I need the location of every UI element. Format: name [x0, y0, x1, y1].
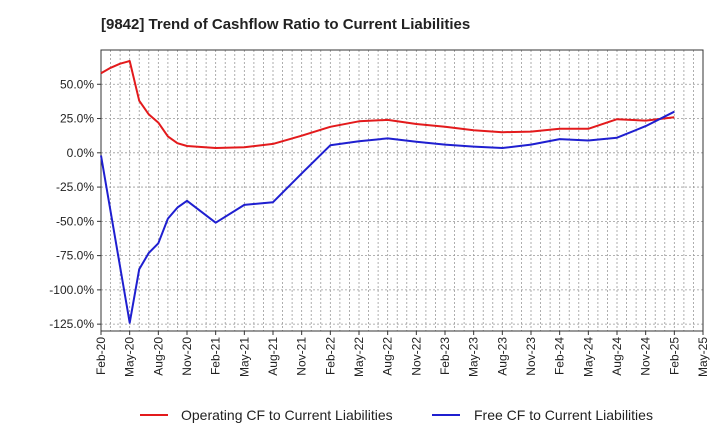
x-tick-label: Feb-20 [94, 337, 108, 375]
x-tick-label: Aug-22 [381, 337, 395, 376]
grid [101, 50, 703, 331]
x-tick-label: Aug-21 [266, 337, 280, 376]
x-tick-label: Feb-24 [553, 337, 567, 375]
y-tick-label: 0.0% [67, 146, 95, 160]
series-layer [100, 60, 675, 324]
x-axis: Feb-20 May-20 Aug-20 Nov-20 Feb-21 May-21 Aug-… [94, 331, 710, 377]
legend: Operating CF to Current Liabilities Free… [140, 407, 653, 423]
x-tick-label: May-23 [467, 337, 481, 377]
x-tick-label: Nov-20 [180, 337, 194, 376]
x-tick-label: May-21 [237, 337, 251, 377]
x-tick-label: May-25 [696, 337, 710, 377]
x-tick-label: Feb-21 [209, 337, 223, 375]
y-tick-label: -75.0% [56, 249, 94, 263]
y-tick-label: -125.0% [49, 317, 94, 331]
x-tick-label: Feb-22 [323, 337, 337, 375]
x-tick-label: Aug-24 [610, 337, 624, 376]
y-tick-label: 25.0% [60, 112, 94, 126]
y-axis: 50.0% 25.0% 0.0% -25.0% -50.0% -75.0% -100.0% -… [49, 77, 101, 331]
series-line-operating-cf [100, 60, 675, 149]
x-tick-label: Aug-23 [495, 337, 509, 376]
chart-title: [9842] Trend of Cashflow Ratio to Curren… [101, 16, 470, 33]
y-tick-label: -100.0% [49, 283, 94, 297]
legend-label-free-cf: Free CF to Current Liabilities [474, 407, 653, 423]
y-tick-label: -50.0% [56, 214, 94, 228]
x-tick-label: Nov-22 [409, 337, 423, 376]
legend-label-operating-cf: Operating CF to Current Liabilities [181, 407, 393, 423]
y-tick-label: -25.0% [56, 180, 94, 194]
plot-area-border [100, 49, 704, 332]
x-tick-label: May-24 [581, 337, 595, 377]
series-line-free-cf [100, 110, 675, 324]
y-tick-label: 50.0% [60, 77, 94, 91]
x-tick-label: Feb-23 [438, 337, 452, 375]
x-tick-label: Nov-21 [295, 337, 309, 376]
x-tick-label: Nov-24 [639, 337, 653, 376]
x-tick-label: Feb-25 [667, 337, 681, 375]
x-tick-label: May-20 [123, 337, 137, 377]
x-tick-label: Aug-20 [151, 337, 165, 376]
x-tick-label: Nov-23 [524, 337, 538, 376]
x-tick-label: May-22 [352, 337, 366, 377]
